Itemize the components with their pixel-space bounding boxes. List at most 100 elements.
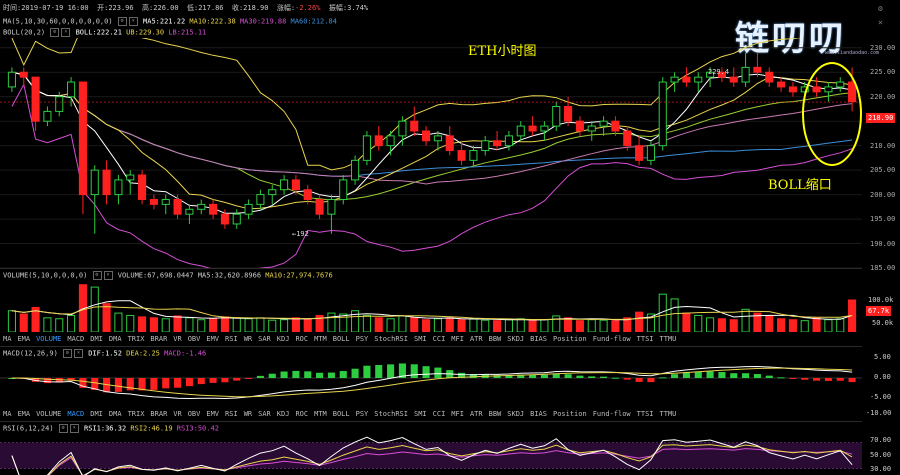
indicator-tab-roc[interactable]: ROC	[295, 335, 309, 343]
candle-body	[729, 76, 738, 83]
price-axis-tick: 185.00	[870, 264, 896, 272]
indicator-tab-vr[interactable]: VR	[173, 335, 182, 343]
volume-bar	[575, 320, 584, 332]
indicator-tab-bbw[interactable]: BBW	[488, 335, 502, 343]
indicator-tab-position[interactable]: Position	[552, 410, 587, 418]
volume-bar	[706, 317, 715, 332]
settings-icon[interactable]: ⚙	[92, 271, 102, 280]
indicator-tab-wr[interactable]: WR	[243, 410, 253, 418]
indicator-tab-boll[interactable]: BOLL	[332, 410, 350, 418]
indicator-tab-dma[interactable]: DMA	[108, 410, 122, 418]
indicator-tab-mtm[interactable]: MTM	[314, 410, 327, 418]
indicator-tab-wr[interactable]: WR	[243, 335, 253, 343]
indicator-tab-atr[interactable]: ATR	[469, 410, 483, 418]
indicator-tab-rsi[interactable]: RSI	[225, 410, 238, 418]
close-icon[interactable]: ×	[74, 349, 84, 358]
indicator-tab-ma[interactable]: MA	[3, 410, 12, 418]
indicator-tab-cci[interactable]: CCI	[432, 335, 446, 343]
indicator-tab-cci[interactable]: CCI	[432, 410, 446, 418]
indicator-tab-smi[interactable]: SMI	[413, 335, 427, 343]
candle-body	[410, 120, 419, 132]
indicator-tab-atr[interactable]: ATR	[469, 335, 483, 343]
close-icon[interactable]: ×	[103, 271, 113, 280]
indicator-tab-mtm[interactable]: MTM	[314, 335, 327, 343]
candle-body	[706, 71, 715, 78]
rsi1-line	[11, 436, 853, 475]
indicator-tab-trix[interactable]: TRIX	[127, 410, 145, 418]
ohlc-header: 时间:2019-07-19 16:00 开:223.96 高:226.00 低:…	[3, 4, 368, 13]
ma-legend: MA(5,10,30,60,0,0,0,0,0,0) ⚙ × MA5:221.22…	[3, 17, 337, 27]
volume-current-tag: 67.7k	[866, 306, 892, 316]
indicator-tab-obv[interactable]: OBV	[187, 410, 201, 418]
candle-body	[658, 81, 667, 147]
indicator-tab-kdj[interactable]: KDJ	[276, 410, 290, 418]
indicator-tab-fund-flow[interactable]: Fund-flow	[592, 410, 631, 418]
volume-bar	[481, 319, 490, 332]
indicator-tab-emv[interactable]: EMV	[206, 410, 220, 418]
candle-body	[717, 71, 726, 78]
close-icon[interactable]: ×	[128, 17, 138, 26]
indicator-tab-ttmu[interactable]: TTMU	[659, 335, 677, 343]
indicator-tab-ema[interactable]: EMA	[17, 410, 31, 418]
indicator-tab-psy[interactable]: PSY	[355, 410, 369, 418]
indicator-tab-roc[interactable]: ROC	[295, 410, 309, 418]
close-icon[interactable]: ×	[69, 424, 79, 433]
indicator-tab-dmi[interactable]: DMI	[90, 335, 103, 343]
indicator-tab-vr[interactable]: VR	[173, 410, 182, 418]
indicator-tab-volume[interactable]: VOLUME	[36, 335, 62, 343]
indicator-tab-kdj[interactable]: KDJ	[276, 335, 290, 343]
indicator-tab-bias[interactable]: BIAS	[530, 335, 547, 343]
indicator-tab-smi[interactable]: SMI	[413, 410, 427, 418]
indicator-tab-skdj[interactable]: SKDJ	[507, 410, 525, 418]
indicator-tab-bias[interactable]: BIAS	[530, 410, 547, 418]
close-icon[interactable]: ×	[61, 28, 71, 37]
indicator-tab-volume[interactable]: VOLUME	[36, 410, 62, 418]
indicator-tab-stochrsi[interactable]: StochRSI	[374, 335, 408, 343]
indicator-tab-ema[interactable]: EMA	[17, 335, 31, 343]
settings-icon[interactable]: ⚙	[878, 4, 883, 13]
indicator-tab-fund-flow[interactable]: Fund-flow	[592, 335, 631, 343]
indicator-tab-boll[interactable]: BOLL	[332, 335, 350, 343]
settings-icon[interactable]: ⚙	[63, 349, 73, 358]
indicator-tab-rsi[interactable]: RSI	[225, 335, 238, 343]
price-axis-tick: 210.00	[870, 141, 896, 150]
macd-chart[interactable]	[0, 358, 862, 408]
close-icon[interactable]: ×	[878, 18, 883, 27]
indicator-tab-ma[interactable]: MA	[3, 335, 12, 343]
volume-bar	[457, 319, 466, 332]
indicator-tab-dma[interactable]: DMA	[108, 335, 122, 343]
rsi-chart[interactable]	[0, 433, 862, 475]
indicator-tab-sar[interactable]: SAR	[258, 335, 271, 343]
indicator-tab-position[interactable]: Position	[552, 335, 587, 343]
indicator-tab-mfi[interactable]: MFI	[451, 410, 464, 418]
indicator-tab-sar[interactable]: SAR	[258, 410, 271, 418]
indicator-tab-trix[interactable]: TRIX	[127, 335, 145, 343]
indicator-tab-mfi[interactable]: MFI	[451, 335, 464, 343]
indicator-tab-emv[interactable]: EMV	[206, 335, 220, 343]
indicator-tab-ttmu[interactable]: TTMU	[659, 410, 677, 418]
indicator-tab-macd[interactable]: MACD	[67, 335, 85, 343]
indicator-tab-bbw[interactable]: BBW	[488, 410, 502, 418]
candle-body	[741, 66, 750, 83]
price-chart[interactable]	[0, 38, 862, 268]
volume-chart[interactable]	[0, 280, 862, 332]
indicator-tab-macd[interactable]: MACD	[67, 410, 85, 418]
price-axis-tick: 205.00	[870, 166, 896, 175]
indicator-tab-ttsi[interactable]: TTSI	[636, 335, 654, 343]
indicator-tab-obv[interactable]: OBV	[187, 335, 201, 343]
indicator-tab-brar[interactable]: BRAR	[150, 335, 168, 343]
settings-icon[interactable]: ⚙	[58, 424, 68, 433]
indicator-tab-skdj[interactable]: SKDJ	[507, 335, 525, 343]
candle-body	[268, 189, 277, 196]
indicator-tab-psy[interactable]: PSY	[355, 335, 369, 343]
indicator-tab-stochrsi[interactable]: StochRSI	[374, 410, 408, 418]
indicator-tab-ttsi[interactable]: TTSI	[636, 410, 654, 418]
indicator-tab-dmi[interactable]: DMI	[90, 410, 103, 418]
indicator-tab-brar[interactable]: BRAR	[150, 410, 168, 418]
settings-icon[interactable]: ⚙	[117, 17, 127, 26]
volume-bar	[209, 318, 218, 332]
macd-tick-0: 0.00	[874, 373, 891, 381]
settings-icon[interactable]: ⚙	[50, 28, 60, 37]
candle-body	[564, 106, 573, 122]
volume-ma10-line	[11, 306, 853, 320]
